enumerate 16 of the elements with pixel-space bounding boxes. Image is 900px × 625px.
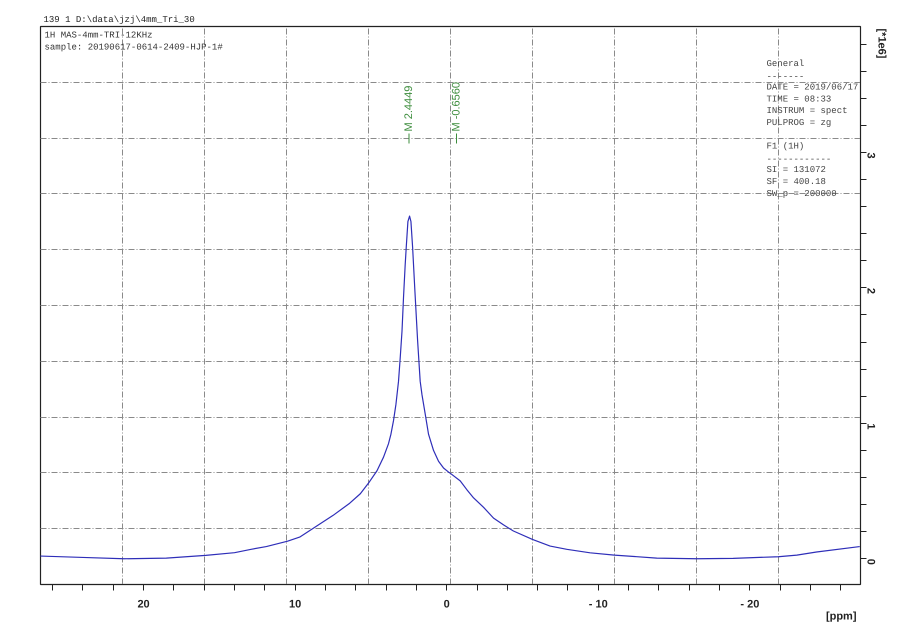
y-tick-label: 3 [864,152,876,159]
text: 1H MAS-4mm-TRI-12KHz sample: 20190617-0614-2409-HJP-1# [44,30,224,52]
x-tick-label: 10 [289,598,302,610]
x-axis-title: [ppm] [826,610,857,622]
y-tick-label: 0 [864,558,876,565]
y-tick-label: 2 [864,288,876,294]
annotation: M 2.4449 [403,86,415,132]
chart-title: 139 1 D:\data\jzj\4mm_Tri_30 [44,15,195,25]
y-axis-title: [*1e6] [876,28,888,59]
annotation: M -0.6560 [450,82,462,132]
x-tick-label: 20 [137,598,150,610]
line-series [40,216,860,560]
x-tick-label: 0 [444,598,450,610]
x-tick-label: - 20 [740,598,760,610]
y-tick-label: 1 [864,423,876,430]
x-tick-label: - 10 [588,598,608,610]
